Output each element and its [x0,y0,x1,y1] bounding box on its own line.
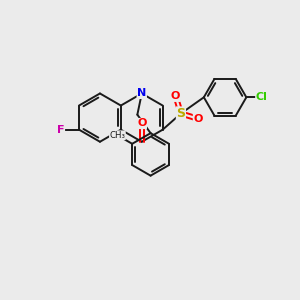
Text: F: F [57,125,64,135]
Text: CH₃: CH₃ [110,131,125,140]
Text: O: O [171,92,180,101]
Text: O: O [137,118,146,128]
Text: O: O [193,114,203,124]
Text: Cl: Cl [256,92,268,102]
Text: N: N [137,88,146,98]
Text: S: S [176,107,185,120]
